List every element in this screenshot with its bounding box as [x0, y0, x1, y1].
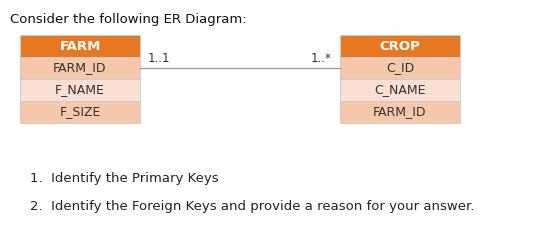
Text: CROP: CROP: [380, 40, 420, 53]
Bar: [20, 57, 140, 79]
Bar: [20, 35, 140, 57]
Text: C_NAME: C_NAME: [374, 84, 426, 96]
Bar: [340, 79, 460, 101]
Text: F_NAME: F_NAME: [55, 84, 105, 96]
Text: FARM_ID: FARM_ID: [53, 61, 107, 74]
Text: F_SIZE: F_SIZE: [60, 105, 101, 119]
Bar: [20, 101, 140, 123]
Bar: [340, 35, 460, 57]
Text: FARM_ID: FARM_ID: [373, 105, 427, 119]
Text: C_ID: C_ID: [386, 61, 414, 74]
Text: FARM: FARM: [60, 40, 101, 53]
Bar: [340, 101, 460, 123]
Text: 1.  Identify the Primary Keys: 1. Identify the Primary Keys: [30, 172, 219, 185]
Text: 1..1: 1..1: [148, 52, 170, 65]
Text: 2.  Identify the Foreign Keys and provide a reason for your answer.: 2. Identify the Foreign Keys and provide…: [30, 200, 474, 213]
Text: 1..*: 1..*: [311, 52, 332, 65]
Text: Consider the following ER Diagram:: Consider the following ER Diagram:: [10, 13, 247, 26]
Bar: [340, 57, 460, 79]
Bar: [20, 79, 140, 101]
